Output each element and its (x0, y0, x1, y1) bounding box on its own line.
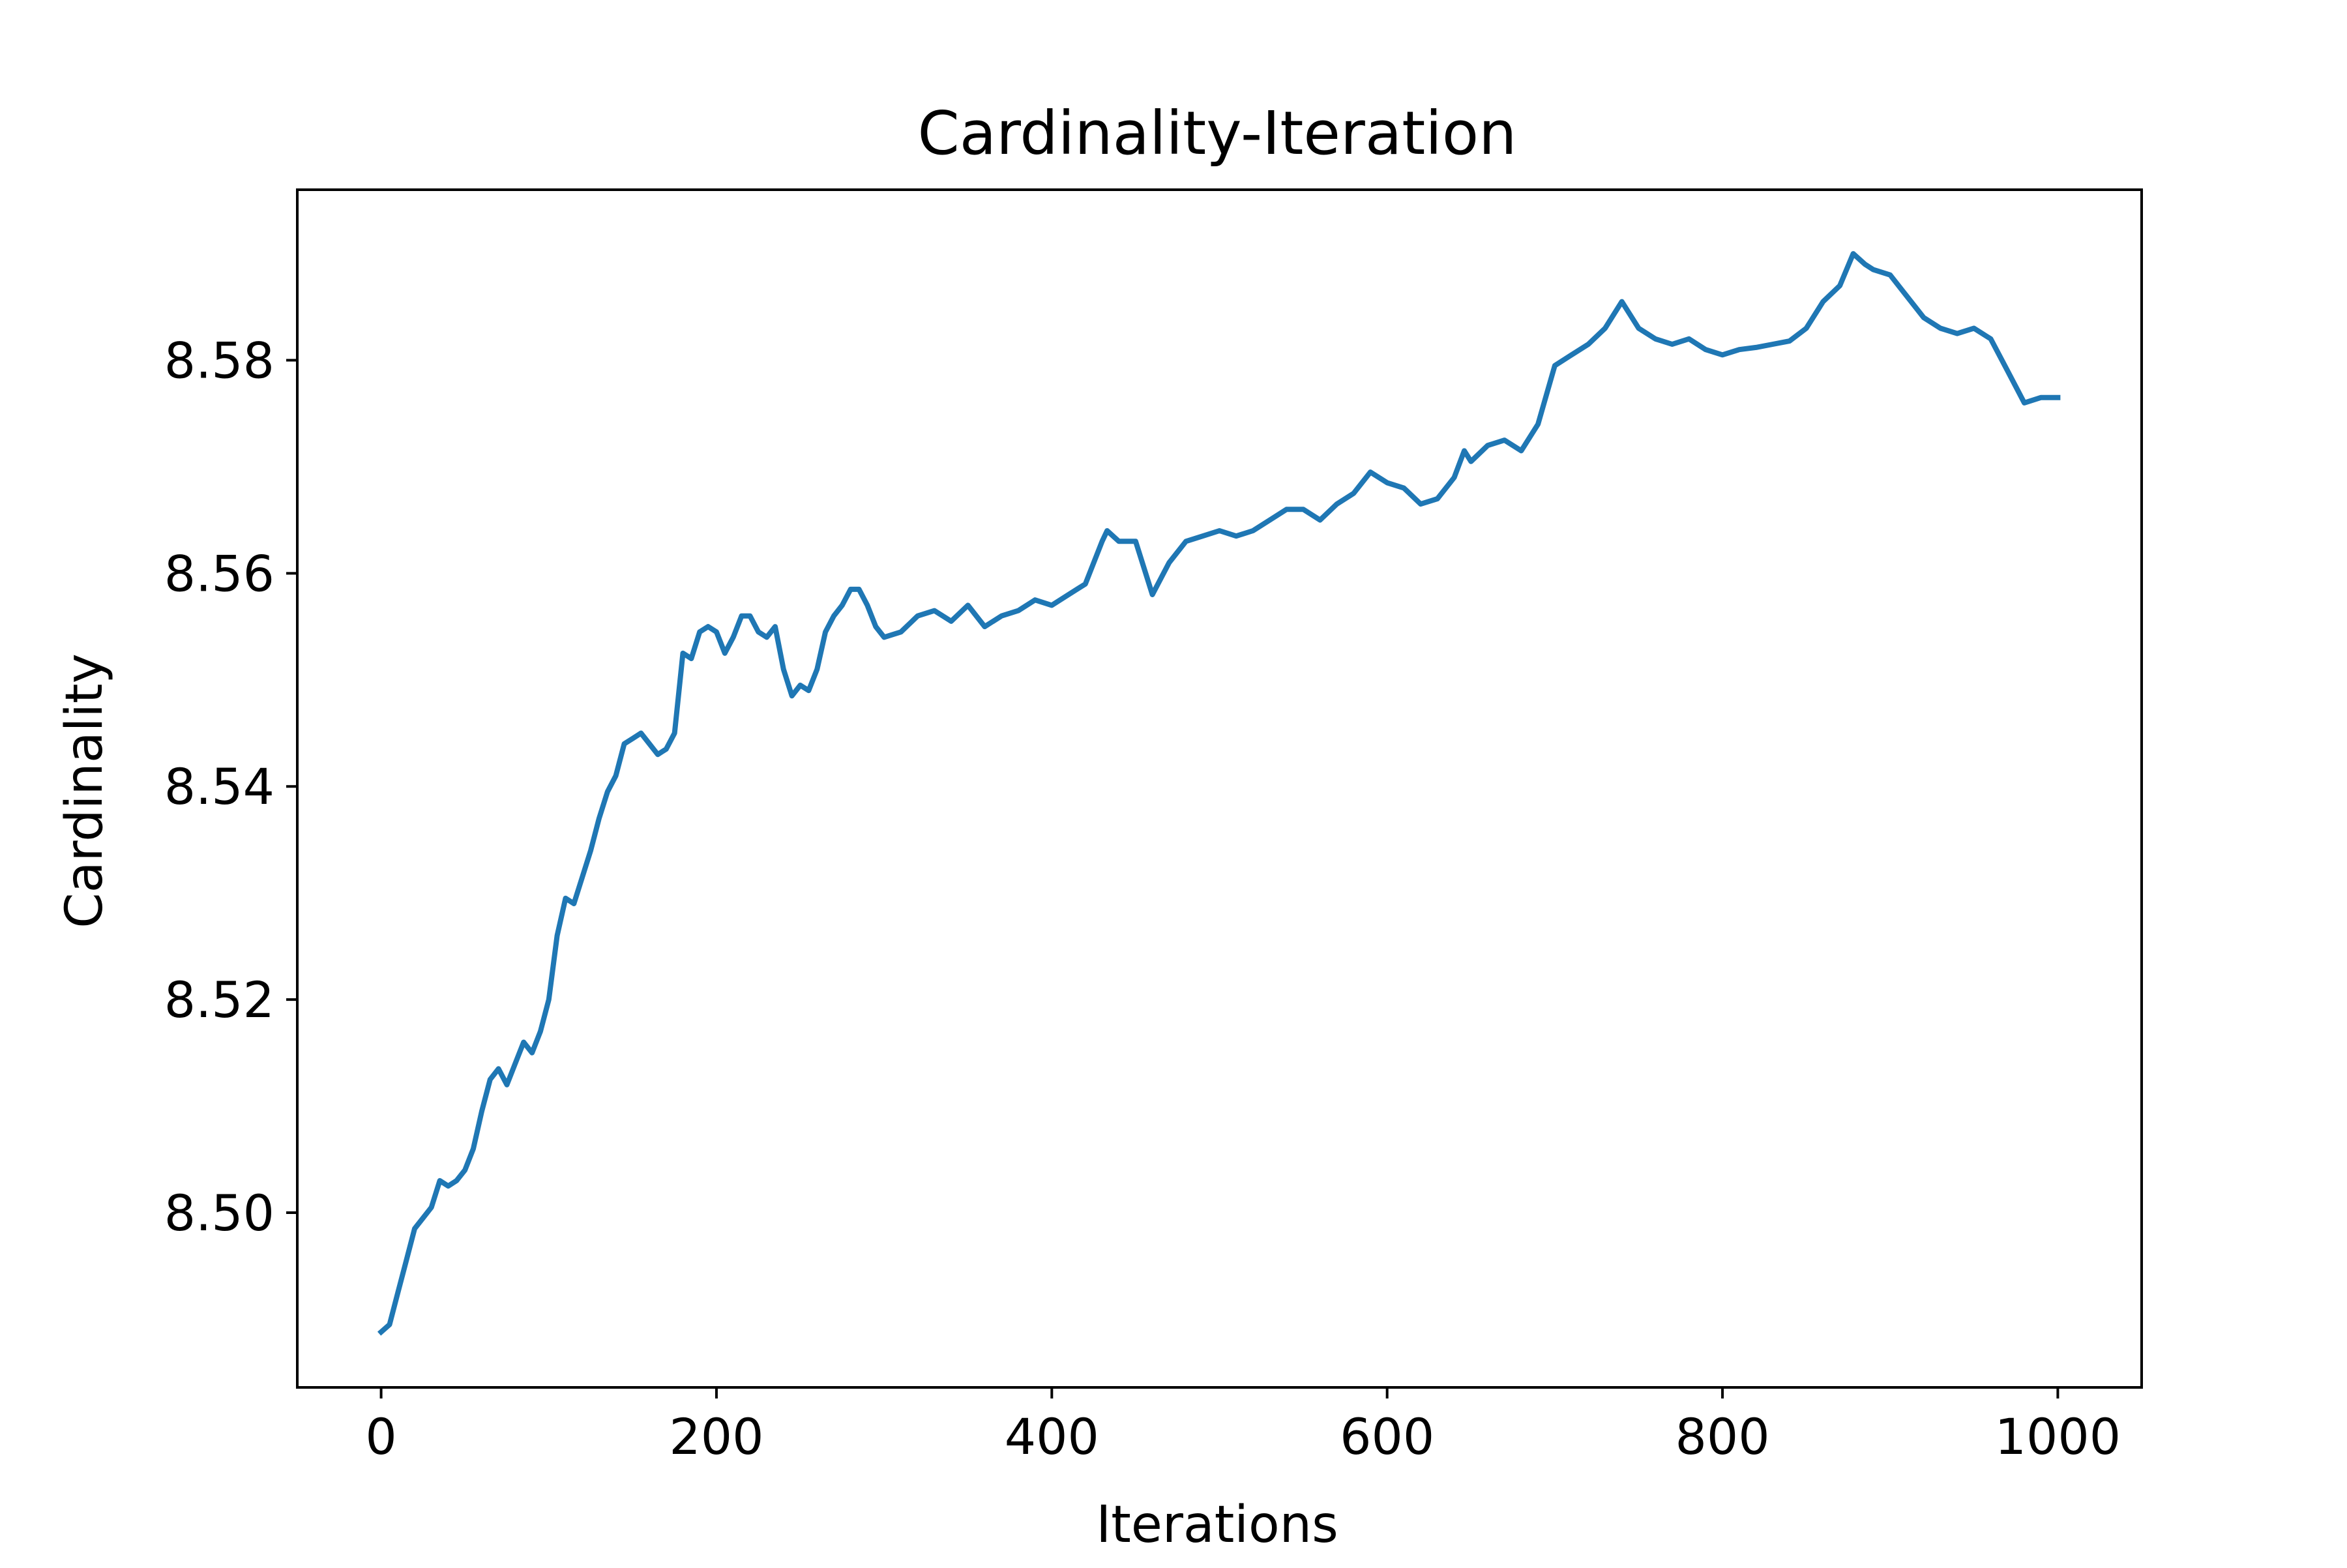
plot-frame (296, 188, 2143, 1389)
y-tick-label: 8.58 (164, 331, 274, 389)
y-tick-label: 8.52 (164, 971, 274, 1029)
x-tick-label: 800 (1675, 1408, 1770, 1466)
chart-title: Cardinality-Iteration (918, 98, 1517, 168)
plot-area: 0 200 400 600 800 1000 8.50 8.52 8.54 8.56 8.58 (164, 188, 2143, 1466)
y-tick-label: 8.54 (164, 758, 274, 816)
x-tick-label: 1000 (1995, 1408, 2121, 1466)
series-line-0 (377, 251, 2061, 1336)
x-tick-label: 200 (669, 1408, 763, 1466)
y-tick-label: 8.56 (164, 544, 274, 602)
y-axis-label: Cardinality (55, 653, 114, 928)
x-tick-label: 600 (1340, 1408, 1434, 1466)
x-axis-label: Iterations (1096, 1496, 1338, 1554)
x-tick-label: 0 (365, 1408, 396, 1466)
x-tick-label: 400 (1005, 1408, 1099, 1466)
y-tick-label: 8.50 (164, 1184, 274, 1242)
